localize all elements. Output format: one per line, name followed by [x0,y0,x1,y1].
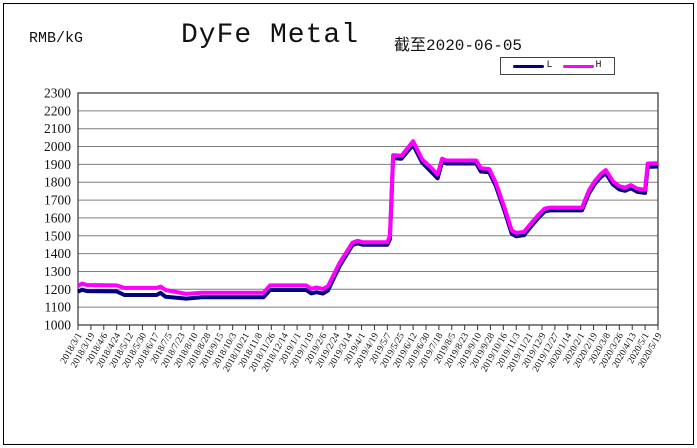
svg-text:1600: 1600 [44,210,71,225]
legend-item-H: H [562,60,602,71]
svg-text:2200: 2200 [44,103,71,118]
svg-text:1800: 1800 [44,175,71,190]
series-H [76,139,659,296]
y-axis-unit-label: RMB/kG [29,30,84,47]
x-axis-ticks [77,325,659,330]
svg-text:1400: 1400 [44,246,71,261]
legend-item-L: L [513,60,553,71]
series-L [77,142,659,301]
chart-subtitle: 截至2020-06-05 [394,37,523,55]
x-axis-labels: 2018/3/12018/3/192018/4/62018/4/242018/5… [59,331,665,374]
plot-border [77,92,659,326]
svg-text:1500: 1500 [44,228,71,243]
svg-text:1900: 1900 [44,157,71,172]
svg-text:2000: 2000 [44,139,71,154]
svg-text:1100: 1100 [45,300,72,315]
svg-text:1700: 1700 [44,193,71,208]
svg-text:2100: 2100 [44,121,71,136]
svg-text:1300: 1300 [44,264,71,279]
legend-line-L-icon [513,64,545,68]
legend-label-H: H [595,60,602,71]
legend-box: L H [500,57,615,75]
svg-text:2300: 2300 [44,86,71,101]
gridlines [78,92,658,308]
svg-text:1200: 1200 [44,282,71,297]
legend-label-L: L [546,60,553,71]
y-axis-labels: 1000 1100 1200 1300 1400 1500 1600 1700 1800 1900… [44,86,71,333]
chart-title: DyFe Metal [180,20,360,51]
svg-text:1000: 1000 [44,318,71,333]
legend-line-H-icon [562,64,594,68]
